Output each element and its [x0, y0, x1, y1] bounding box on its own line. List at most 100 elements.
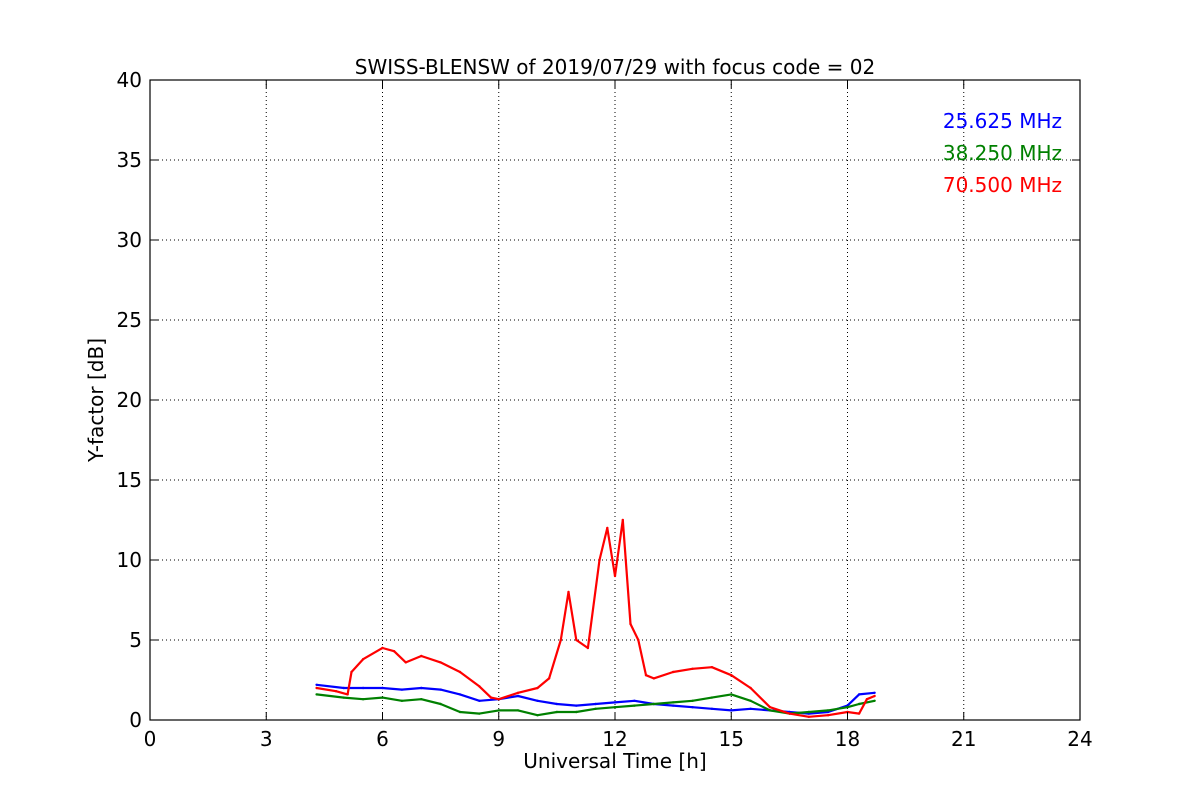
data-point — [346, 693, 349, 696]
data-point — [768, 706, 772, 709]
data-point — [629, 622, 632, 626]
y-tick-label: 25 — [117, 308, 142, 332]
data-point — [594, 702, 597, 706]
data-point — [873, 699, 876, 702]
data-point — [606, 526, 609, 530]
data-point — [439, 661, 442, 664]
data-point — [749, 699, 752, 702]
data-point — [710, 666, 714, 669]
data-point — [768, 709, 772, 712]
data-point — [710, 707, 714, 710]
x-tick-label: 3 — [260, 727, 273, 751]
data-point — [826, 714, 830, 717]
data-point — [691, 699, 694, 702]
data-point — [671, 701, 675, 704]
x-tick-label: 0 — [144, 727, 157, 751]
data-point — [846, 706, 849, 709]
data-point — [516, 691, 520, 694]
data-point — [381, 686, 384, 690]
data-point — [857, 702, 861, 706]
data-point — [873, 694, 876, 698]
data-point — [594, 707, 597, 710]
data-point — [342, 686, 345, 690]
data-point — [637, 638, 640, 642]
data-point — [652, 702, 655, 706]
data-point — [458, 670, 462, 674]
data-point — [315, 693, 318, 696]
data-point — [489, 696, 493, 699]
legend-entry-1: 25.625 MHz — [943, 109, 1062, 133]
data-point — [458, 710, 462, 714]
data-point — [749, 686, 752, 690]
data-point — [873, 691, 876, 694]
data-point — [315, 686, 318, 690]
grid-lines — [150, 80, 1080, 720]
data-point — [420, 686, 423, 690]
data-point — [788, 712, 791, 715]
data-point — [613, 706, 617, 709]
data-point — [671, 704, 675, 707]
data-point — [671, 670, 675, 674]
data-point — [547, 677, 551, 680]
data-point — [710, 696, 714, 699]
series-line-3 — [316, 518, 876, 718]
data-point — [559, 638, 562, 642]
data-point — [621, 518, 624, 522]
data-point — [865, 698, 869, 701]
data-point — [516, 709, 520, 712]
ticks: 0 3 6 9 12 15 18 21 24 0 5 10 15 20 25 30 35 40 — [117, 68, 1093, 751]
x-tick-label: 15 — [719, 727, 744, 751]
x-tick-label: 21 — [951, 727, 976, 751]
data-point — [497, 709, 500, 712]
data-point — [633, 699, 636, 702]
data-point — [555, 710, 559, 714]
legend-entry-2: 38.250 MHz — [943, 141, 1062, 165]
data-point — [730, 693, 733, 696]
data-point — [478, 712, 481, 715]
data-point — [826, 709, 830, 712]
y-tick-label: 0 — [129, 708, 142, 732]
data-point — [420, 698, 423, 701]
data-point — [458, 693, 462, 696]
y-tick-label: 5 — [129, 628, 142, 652]
legend: 25.625 MHz 38.250 MHz 70.500 MHz — [943, 109, 1062, 197]
x-tick-label: 18 — [835, 727, 860, 751]
data-point — [439, 702, 442, 706]
data-point — [857, 712, 861, 715]
data-point — [478, 699, 481, 702]
data-point — [586, 646, 590, 650]
data-point — [575, 638, 578, 642]
data-point — [350, 670, 353, 674]
data-point — [536, 714, 539, 717]
data-point — [342, 696, 345, 699]
data-point — [575, 710, 578, 714]
data-point — [381, 646, 384, 650]
data-point — [361, 686, 365, 690]
y-tick-label: 30 — [117, 228, 142, 252]
x-tick-label: 9 — [492, 727, 505, 751]
x-tick-label: 6 — [376, 727, 389, 751]
data-point — [575, 704, 578, 707]
data-point — [516, 694, 520, 698]
data-point — [613, 574, 617, 578]
data-point — [644, 674, 648, 677]
data-point — [361, 698, 365, 701]
data-point — [361, 658, 365, 661]
data-point — [613, 701, 617, 704]
data-point — [691, 667, 694, 670]
y-tick-label: 20 — [117, 388, 142, 412]
data-point — [536, 686, 539, 690]
data-point — [392, 650, 396, 653]
data-point — [497, 698, 500, 701]
data-point — [807, 710, 810, 714]
y-axis-title: Y-factor [dB] — [84, 338, 108, 463]
data-point — [400, 699, 404, 702]
data-point — [334, 690, 338, 693]
data-point — [404, 661, 407, 664]
data-point — [420, 654, 423, 658]
data-point — [598, 558, 601, 562]
data-point — [439, 688, 442, 691]
x-axis-title: Universal Time [h] — [523, 749, 706, 773]
data-point — [749, 707, 752, 710]
